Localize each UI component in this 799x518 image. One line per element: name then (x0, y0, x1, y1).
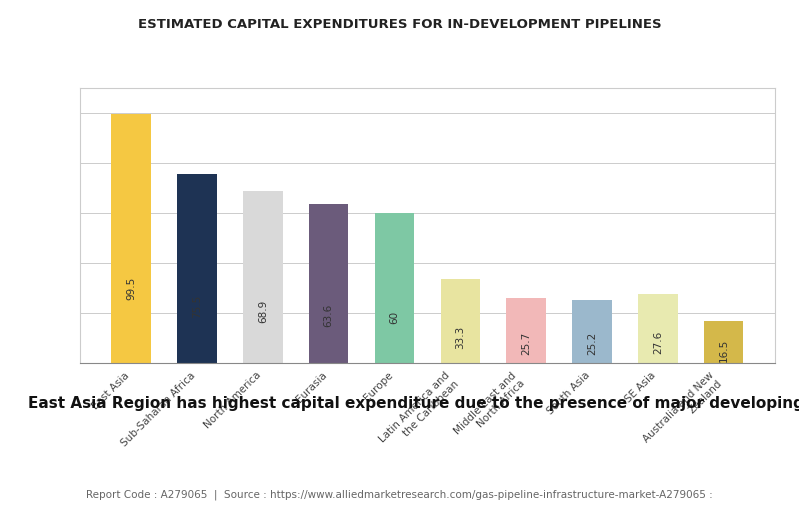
Text: East Asia Region has highest capital expenditure due to the presence of major de: East Asia Region has highest capital exp… (28, 396, 799, 411)
Bar (638, 294, 678, 363)
Bar (440, 280, 480, 363)
Bar (243, 191, 283, 363)
Text: 25.7: 25.7 (521, 332, 531, 355)
Text: Report Code : A279065  |  Source : https://www.alliedmarketresearch.com/gas-pipe: Report Code : A279065 | Source : https:/… (86, 490, 713, 500)
Bar (704, 321, 743, 363)
Bar (375, 213, 415, 363)
Bar (177, 174, 217, 363)
Text: 99.5: 99.5 (126, 277, 137, 300)
Bar (112, 114, 151, 363)
Text: 75.5: 75.5 (192, 294, 202, 318)
Text: 25.2: 25.2 (587, 332, 597, 355)
Text: 33.3: 33.3 (455, 326, 465, 349)
Bar (507, 298, 546, 363)
Bar (572, 300, 612, 363)
Bar (309, 204, 348, 363)
Text: ESTIMATED CAPITAL EXPENDITURES FOR IN-DEVELOPMENT PIPELINES: ESTIMATED CAPITAL EXPENDITURES FOR IN-DE… (137, 18, 662, 31)
Text: 63.6: 63.6 (324, 304, 334, 327)
Text: 68.9: 68.9 (258, 299, 268, 323)
Text: 16.5: 16.5 (718, 339, 729, 362)
Text: 60: 60 (390, 311, 400, 324)
Text: 27.6: 27.6 (653, 330, 663, 354)
